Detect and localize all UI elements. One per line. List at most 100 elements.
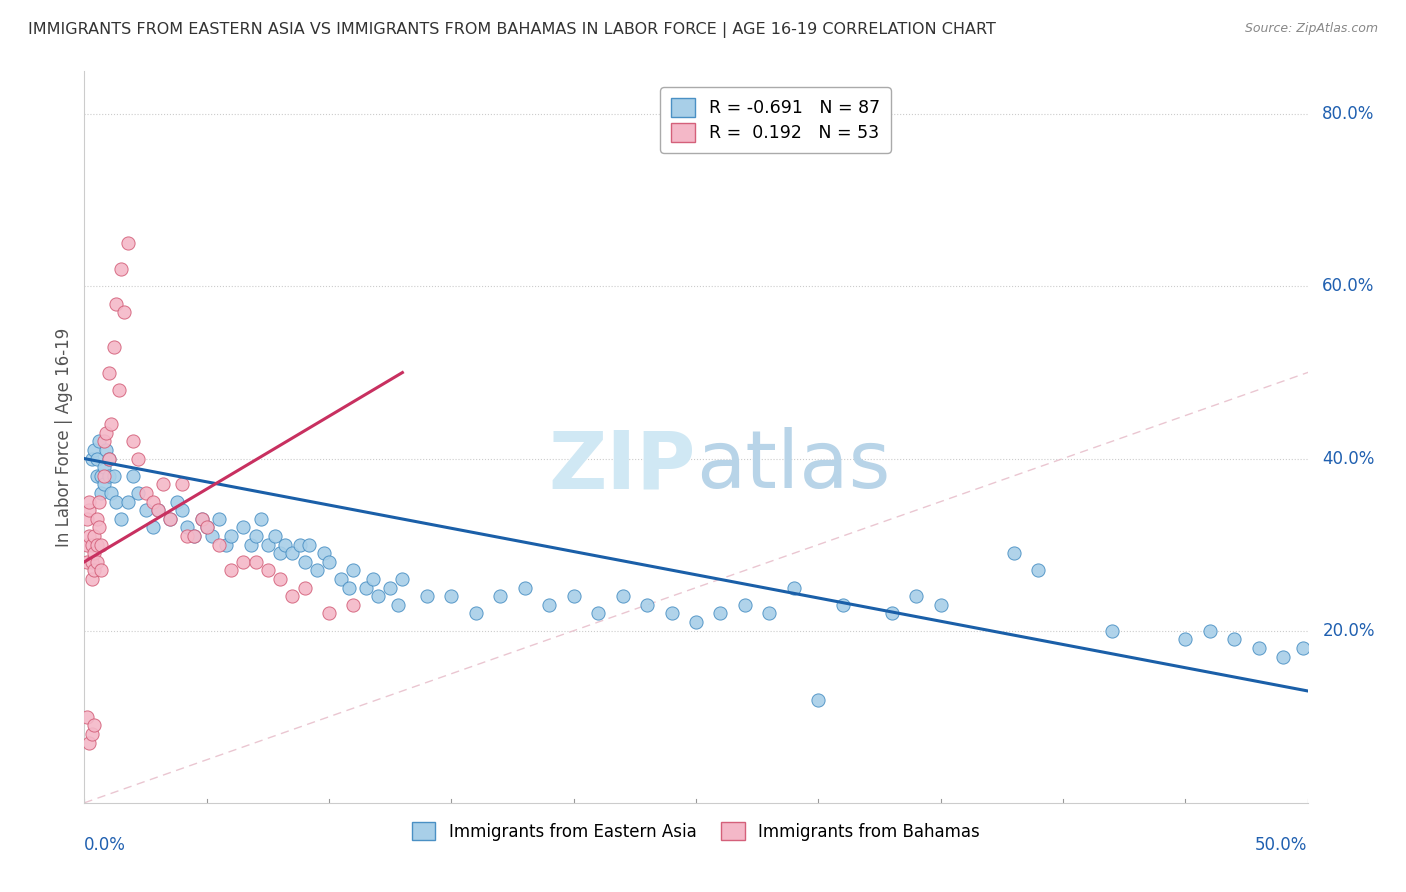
Point [105, 494, 128, 508]
Point [1174, 632, 1197, 647]
Point [281, 589, 304, 603]
Point [183, 529, 205, 543]
Point [80, 727, 103, 741]
Point [135, 486, 157, 500]
Point [380, 581, 402, 595]
Text: 20.0%: 20.0% [1322, 622, 1375, 640]
Point [239, 538, 262, 552]
Text: 50.0%: 50.0% [1256, 836, 1308, 854]
Point [93, 434, 115, 449]
Point [76, 555, 98, 569]
Point [929, 598, 952, 612]
Point [314, 546, 336, 560]
Point [513, 581, 536, 595]
Point [122, 468, 145, 483]
Point [90, 538, 112, 552]
Point [110, 262, 132, 277]
Point [464, 607, 486, 621]
Point [1002, 546, 1025, 560]
Point [361, 572, 384, 586]
Point [257, 538, 280, 552]
Text: 80.0%: 80.0% [1322, 105, 1375, 123]
Point [117, 494, 139, 508]
Point [685, 615, 707, 629]
Point [257, 564, 280, 578]
Point [586, 607, 609, 621]
Point [387, 598, 409, 612]
Point [274, 538, 297, 552]
Point [77, 529, 100, 543]
Point [77, 735, 100, 749]
Point [1028, 564, 1050, 578]
Point [146, 503, 169, 517]
Point [172, 477, 194, 491]
Legend: Immigrants from Eastern Asia, Immigrants from Bahamas: Immigrants from Eastern Asia, Immigrants… [404, 814, 988, 849]
Point [103, 340, 125, 354]
Point [1272, 649, 1295, 664]
Point [96, 425, 118, 440]
Point [245, 555, 267, 569]
Point [269, 546, 291, 560]
Point [661, 607, 683, 621]
Text: Source: ZipAtlas.com: Source: ZipAtlas.com [1244, 22, 1378, 36]
Point [86, 555, 108, 569]
Point [76, 512, 98, 526]
Point [195, 520, 218, 534]
Point [269, 572, 291, 586]
Point [97, 366, 120, 380]
Point [176, 520, 198, 534]
Point [298, 538, 321, 552]
Point [232, 520, 254, 534]
Point [105, 296, 128, 310]
Point [191, 512, 214, 526]
Point [200, 529, 222, 543]
Point [562, 589, 585, 603]
Point [758, 607, 780, 621]
Point [100, 417, 122, 432]
Point [172, 503, 194, 517]
Point [90, 468, 112, 483]
Point [142, 494, 165, 508]
Point [281, 546, 304, 560]
Point [83, 546, 105, 560]
Point [905, 589, 928, 603]
Point [83, 442, 105, 457]
Point [354, 581, 377, 595]
Point [97, 451, 120, 466]
Point [127, 486, 149, 500]
Point [391, 572, 413, 586]
Point [337, 581, 360, 595]
Point [288, 538, 311, 552]
Point [342, 564, 364, 578]
Point [110, 512, 132, 526]
Point [831, 598, 853, 612]
Point [97, 468, 120, 483]
Point [342, 598, 364, 612]
Point [80, 572, 103, 586]
Point [219, 529, 242, 543]
Point [1247, 640, 1270, 655]
Point [159, 512, 181, 526]
Point [709, 607, 731, 621]
Point [83, 529, 105, 543]
Point [195, 520, 218, 534]
Point [112, 305, 135, 319]
Point [80, 538, 103, 552]
Point [1223, 632, 1246, 647]
Point [416, 589, 439, 603]
Point [93, 468, 115, 483]
Point [135, 503, 157, 517]
Point [208, 538, 231, 552]
Point [232, 555, 254, 569]
Point [97, 451, 120, 466]
Point [208, 512, 231, 526]
Point [86, 451, 108, 466]
Point [83, 718, 105, 732]
Point [807, 692, 830, 706]
Text: 40.0%: 40.0% [1322, 450, 1375, 467]
Point [318, 555, 340, 569]
Point [538, 598, 561, 612]
Point [90, 564, 112, 578]
Point [636, 598, 658, 612]
Point [783, 581, 806, 595]
